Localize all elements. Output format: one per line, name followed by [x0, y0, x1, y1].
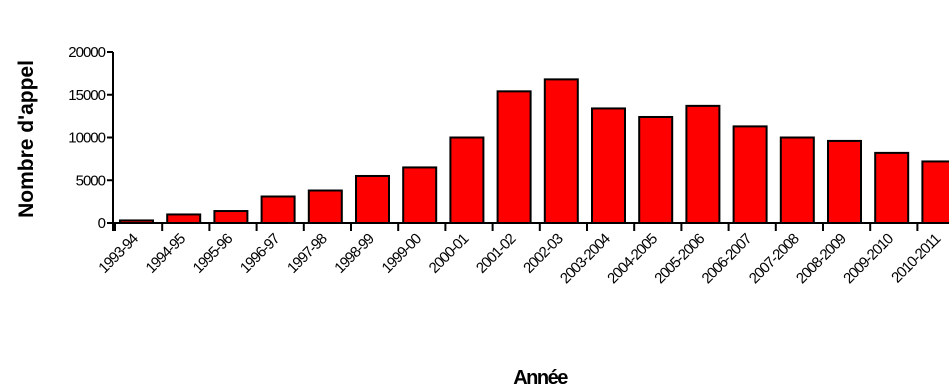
x-axis-title: Année: [513, 367, 568, 385]
bar-2006-2007: [732, 125, 768, 224]
x-tick-label: 2005-2006: [651, 230, 708, 287]
x-tick-label: 2000-01: [426, 230, 472, 276]
x-tick-label: 1997-98: [284, 230, 330, 276]
bar-2005-2006: [685, 104, 721, 224]
bar-1996-97: [260, 195, 296, 224]
y-tick-label: 20000: [68, 44, 105, 61]
bar-2010-2011: [921, 160, 949, 225]
y-axis-title: Nombre d'appel: [15, 60, 38, 218]
x-tick-label: 2007-2008: [746, 230, 803, 287]
x-tick-label: 1996-97: [237, 230, 283, 276]
bar-2001-02: [496, 90, 532, 224]
x-tick-label: 1993-94: [95, 230, 141, 276]
bar-1997-98: [307, 189, 343, 224]
x-tick-label: 2010-2011: [888, 230, 944, 286]
bar-2000-01: [449, 136, 485, 224]
y-tick-label: 10000: [68, 130, 105, 147]
y-tick-label: 5000: [76, 172, 106, 189]
x-tick-label: 2008-2009: [793, 230, 850, 287]
x-tick-label: 2001-02: [473, 230, 519, 276]
bar-1995-96: [213, 210, 249, 224]
x-tick-label: 1999-00: [379, 230, 425, 276]
bar-2007-2008: [779, 136, 815, 224]
bar-2009-2010: [874, 151, 910, 224]
y-axis: 0 5000 10000 15000 20000: [68, 44, 114, 232]
bar-2004-2005: [638, 115, 674, 224]
bar-1998-99: [355, 174, 390, 225]
x-tick-label: 2004-2005: [604, 230, 661, 287]
bar-2003-2004: [591, 107, 626, 224]
bars: [119, 78, 949, 225]
x-tick-label: 1995-96: [190, 230, 236, 276]
x-tick-label: 1998-99: [331, 230, 377, 276]
bar-2002-03: [543, 78, 579, 224]
y-tick-label: 15000: [68, 87, 105, 104]
y-tick-label: 0: [98, 215, 106, 232]
x-tick-label: 2002-03: [520, 230, 566, 276]
x-tick-label: 2009-2010: [840, 230, 897, 287]
bar-1999-00: [402, 166, 438, 225]
bar-1994-95: [166, 213, 202, 224]
bar-2008-2009: [827, 139, 862, 224]
x-tick-label: 2006-2007: [699, 230, 756, 287]
x-tick-label: 1994-95: [143, 230, 189, 276]
x-axis: 1993-94 1994-95 1995-96 1996-97 1997-98 1998-…: [95, 222, 949, 287]
x-tick-label: 2003-2004: [557, 230, 614, 287]
